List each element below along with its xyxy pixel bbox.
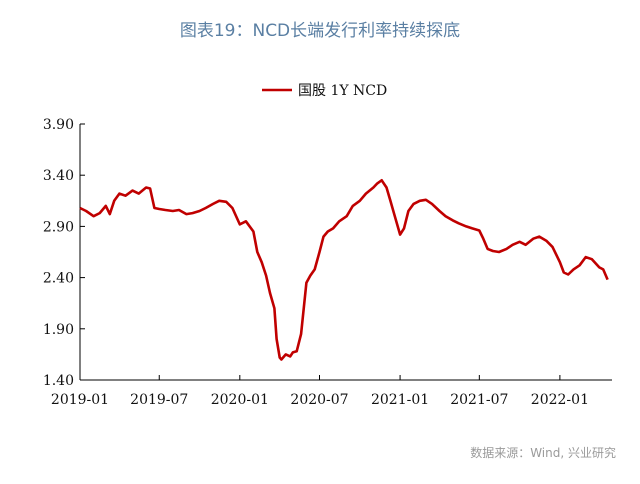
- y-tick-label: 2.90: [43, 219, 74, 235]
- x-tick-label: 2020-01: [211, 392, 269, 408]
- x-tick-label: 2022-01: [531, 392, 589, 408]
- y-tick-label: 3.90: [43, 117, 74, 133]
- chart-title: 图表19：NCD长端发行利率持续探底: [179, 21, 461, 41]
- source-note: 数据来源：Wind, 兴业研究: [470, 446, 616, 460]
- x-tick-label: 2020-07: [290, 392, 348, 408]
- y-tick-label: 1.90: [43, 322, 74, 338]
- legend: 国股 1Y NCD: [262, 83, 387, 99]
- y-tick-label: 2.40: [43, 271, 74, 287]
- series-layer: [79, 179, 609, 361]
- axes: 1.40 1.90 2.40 2.90 3.40 3.90 2019-01 2019-07 20…: [43, 117, 612, 408]
- x-tick-label: 2019-01: [51, 392, 109, 408]
- x-tick-label: 2019-07: [130, 392, 188, 408]
- x-tick-label: 2021-07: [450, 392, 508, 408]
- y-tick-label: 1.40: [43, 373, 74, 389]
- series-line: [79, 179, 609, 361]
- legend-label: 国股 1Y NCD: [298, 83, 387, 99]
- y-tick-label: 3.40: [43, 168, 74, 184]
- x-tick-label: 2021-01: [371, 392, 429, 408]
